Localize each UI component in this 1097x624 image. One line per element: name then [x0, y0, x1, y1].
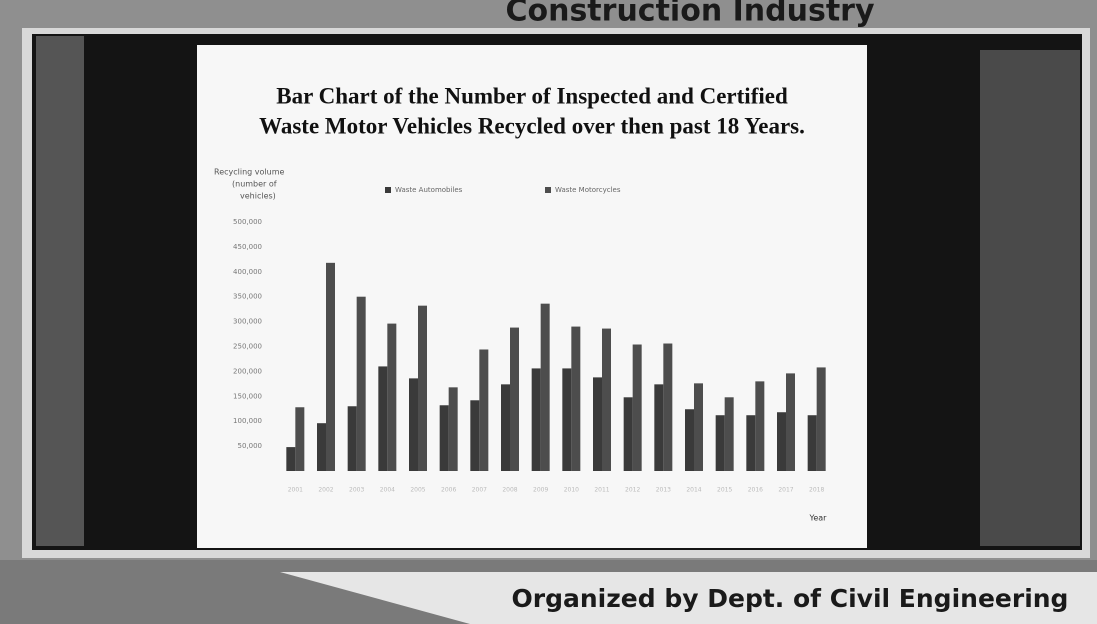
y-tick-label: 100,000	[233, 417, 262, 425]
bar	[624, 397, 633, 471]
header-title: Construction Industry	[505, 0, 874, 29]
footer-text: Organized by Dept. of Civil Engineering	[512, 584, 1069, 613]
bar	[532, 368, 541, 471]
bar	[817, 367, 826, 471]
x-tick-label: 2012	[625, 487, 640, 494]
bar	[440, 405, 449, 471]
page: Construction Industry Organized by Dept.…	[0, 0, 1097, 624]
bar	[295, 407, 304, 471]
bar	[470, 400, 479, 471]
bar	[571, 327, 580, 471]
x-tick-label: 2007	[472, 487, 487, 494]
bar	[357, 297, 366, 471]
y-tick-label: 50,000	[238, 442, 263, 450]
bar	[378, 366, 387, 471]
y-tick-label: 250,000	[233, 343, 262, 351]
bar	[663, 344, 672, 471]
bar	[562, 368, 571, 471]
bar	[501, 384, 510, 471]
y-axis-label: vehicles)	[240, 192, 276, 201]
bar	[602, 329, 611, 471]
bar	[593, 377, 602, 471]
legend-label: Waste Motorcycles	[555, 186, 621, 194]
bar	[317, 423, 326, 471]
x-tick-label: 2016	[748, 487, 763, 494]
slide-photo: Construction Industry Organized by Dept.…	[0, 0, 1097, 624]
x-tick-label: 2011	[594, 487, 609, 494]
bar	[479, 349, 488, 471]
x-tick-label: 2008	[502, 487, 517, 494]
x-tick-label: 2017	[778, 487, 793, 494]
x-tick-label: 2002	[318, 487, 333, 494]
bar	[387, 324, 396, 471]
x-tick-label: 2014	[686, 487, 701, 494]
x-tick-label: 2004	[380, 487, 395, 494]
x-tick-label: 2009	[533, 487, 548, 494]
bar	[418, 306, 427, 471]
bar	[409, 378, 418, 471]
x-tick-label: 2001	[288, 487, 303, 494]
bar	[786, 373, 795, 471]
x-tick-label: 2015	[717, 487, 732, 494]
bar	[654, 384, 663, 471]
y-tick-label: 350,000	[233, 293, 262, 301]
y-tick-label: 500,000	[233, 218, 262, 226]
bar	[725, 397, 734, 471]
bar	[694, 383, 703, 471]
bar	[286, 447, 295, 471]
bar	[777, 412, 786, 471]
x-tick-label: 2006	[441, 487, 456, 494]
legend-swatch	[545, 187, 551, 193]
bar	[633, 345, 642, 471]
side-panel	[36, 36, 84, 546]
y-tick-label: 200,000	[233, 367, 262, 375]
y-tick-label: 300,000	[233, 318, 262, 326]
bar	[449, 387, 458, 471]
bar	[510, 328, 519, 471]
bar	[755, 381, 764, 471]
chart-title: Bar Chart of the Number of Inspected and…	[276, 83, 788, 108]
legend-label: Waste Automobiles	[395, 186, 463, 194]
y-axis-label: (number of	[232, 180, 277, 189]
y-axis-label: Recycling volume	[214, 168, 285, 177]
bar	[541, 304, 550, 471]
x-tick-label: 2010	[564, 487, 579, 494]
bar	[808, 415, 817, 471]
x-tick-label: 2003	[349, 487, 364, 494]
x-tick-label: 2005	[410, 487, 425, 494]
bar	[716, 415, 725, 471]
chart-title: Waste Motor Vehicles Recycled over then …	[259, 113, 805, 138]
bar	[326, 263, 335, 471]
bar	[685, 409, 694, 471]
x-tick-label: 2018	[809, 487, 824, 494]
x-axis-label: Year	[809, 514, 828, 523]
y-tick-label: 450,000	[233, 243, 262, 251]
y-tick-label: 150,000	[233, 392, 262, 400]
x-tick-label: 2013	[656, 487, 671, 494]
y-tick-label: 400,000	[233, 268, 262, 276]
side-panel	[980, 50, 1080, 546]
bar	[746, 415, 755, 471]
bar	[348, 406, 357, 471]
legend-swatch	[385, 187, 391, 193]
